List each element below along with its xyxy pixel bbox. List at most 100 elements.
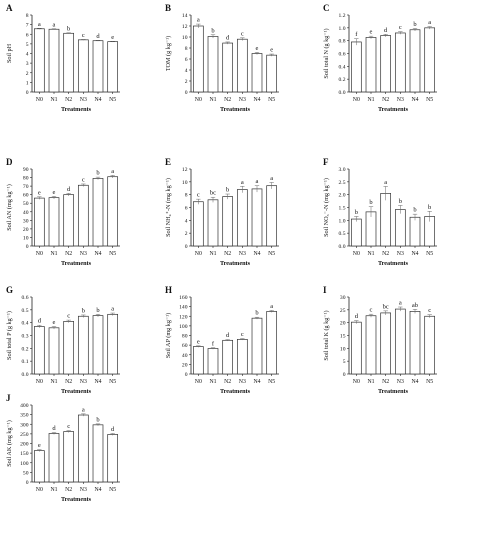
bar bbox=[192, 346, 204, 375]
x-tick-label: N5 bbox=[109, 97, 116, 103]
bar bbox=[350, 321, 362, 375]
y-tick-label: 8 bbox=[26, 13, 29, 19]
bar bbox=[33, 326, 45, 375]
x-tick-label: N2 bbox=[224, 251, 231, 257]
x-tick-label: N3 bbox=[80, 487, 87, 493]
x-tick-label: N2 bbox=[65, 487, 72, 493]
significance-letter: d bbox=[226, 332, 230, 339]
bar bbox=[236, 339, 248, 375]
bar bbox=[251, 53, 263, 93]
bar bbox=[236, 189, 248, 247]
significance-letter: d bbox=[38, 318, 42, 325]
y-axis-title: Soil NO₃⁻-N (mg kg⁻¹) bbox=[323, 178, 330, 237]
x-tick-label: N1 bbox=[209, 251, 216, 257]
y-tick-label: 90 bbox=[23, 167, 29, 173]
significance-letter: c bbox=[82, 32, 85, 39]
y-tick-label: 6 bbox=[185, 57, 188, 63]
significance-letter: a bbox=[53, 21, 56, 28]
x-tick-label: N1 bbox=[209, 379, 216, 385]
panel-label: J bbox=[6, 393, 11, 403]
x-tick-label: N0 bbox=[353, 379, 360, 385]
y-axis-title: Soil NH₄⁺-N (mg kg⁻¹) bbox=[165, 178, 172, 237]
bar bbox=[92, 315, 104, 375]
x-tick-label: N3 bbox=[80, 379, 87, 385]
significance-letter: c bbox=[241, 30, 244, 37]
bar bbox=[424, 315, 436, 375]
significance-letter: ab bbox=[412, 302, 418, 309]
bar bbox=[107, 313, 119, 375]
y-tick-label: 4 bbox=[185, 68, 188, 74]
y-tick-label: 2 bbox=[26, 71, 29, 77]
panel-label: G bbox=[6, 285, 13, 295]
bar bbox=[77, 39, 89, 93]
y-tick-label: 12 bbox=[182, 24, 188, 30]
y-axis-title: Soil total P (g kg⁻¹) bbox=[6, 311, 13, 360]
significance-letter: a bbox=[399, 300, 402, 307]
panel-e: E 0 2 4 6 8 10 12 Soil NH₄⁺-N (mg kg⁻¹) c N0 bc N1 b N… bbox=[165, 157, 279, 267]
bar bbox=[251, 188, 263, 247]
y-tick-label: 5 bbox=[343, 359, 346, 365]
y-tick-label: 0.5 bbox=[339, 231, 346, 237]
significance-letter: b bbox=[96, 170, 99, 177]
y-tick-label: 0.6 bbox=[339, 52, 346, 58]
bar bbox=[63, 431, 75, 483]
y-tick-label: 0.6 bbox=[22, 295, 29, 301]
x-tick-label: N5 bbox=[268, 251, 275, 257]
panel-h: H 0 20 40 60 80 100 120 140 160 Soil AP (mg kg⁻¹) e… bbox=[165, 285, 279, 395]
y-tick-label: 0.5 bbox=[22, 308, 29, 314]
significance-letter: f bbox=[212, 340, 215, 347]
y-tick-label: 3.0 bbox=[339, 167, 346, 173]
x-tick-label: N3 bbox=[397, 97, 404, 103]
x-tick-label: N0 bbox=[195, 251, 202, 257]
bar bbox=[48, 197, 60, 247]
y-tick-label: 250 bbox=[20, 432, 29, 438]
panel-label: H bbox=[165, 285, 172, 295]
x-tick-label: N2 bbox=[382, 379, 389, 385]
y-tick-label: 400 bbox=[20, 403, 29, 409]
x-tick-label: N3 bbox=[397, 251, 404, 257]
x-tick-label: N4 bbox=[94, 379, 101, 385]
x-axis-title: Treatments bbox=[378, 260, 409, 267]
bar bbox=[350, 218, 362, 247]
x-axis-title: Treatments bbox=[61, 388, 92, 395]
x-tick-label: N0 bbox=[353, 251, 360, 257]
bar bbox=[33, 28, 45, 93]
y-tick-label: 60 bbox=[182, 343, 188, 349]
x-tick-label: N5 bbox=[268, 379, 275, 385]
significance-letter: c bbox=[428, 307, 431, 314]
x-tick-label: N2 bbox=[65, 379, 72, 385]
panel-a: A 0 1 2 3 4 5 6 7 8 Soil pH a N0 a N1 b N2 c N3 d N4 e N5 Treat… bbox=[6, 3, 120, 113]
y-tick-label: 3 bbox=[26, 61, 29, 67]
bar bbox=[77, 184, 89, 247]
y-tick-label: 50 bbox=[23, 470, 29, 476]
y-tick-label: 0.1 bbox=[22, 359, 29, 365]
significance-letter: e bbox=[53, 189, 56, 196]
x-tick-label: N3 bbox=[239, 97, 246, 103]
bar bbox=[380, 312, 392, 375]
significance-letter: b bbox=[413, 21, 416, 28]
bar bbox=[92, 424, 104, 483]
y-tick-label: 0.2 bbox=[339, 77, 346, 83]
bar bbox=[207, 348, 219, 375]
x-tick-label: N5 bbox=[426, 251, 433, 257]
panel-label: I bbox=[323, 285, 327, 295]
significance-letter: a bbox=[270, 175, 273, 182]
y-tick-label: 7 bbox=[26, 23, 29, 29]
x-tick-label: N0 bbox=[195, 97, 202, 103]
x-axis-title: Treatments bbox=[61, 496, 92, 503]
y-tick-label: 160 bbox=[179, 295, 188, 301]
significance-letter: a bbox=[384, 179, 387, 186]
bar bbox=[424, 27, 436, 93]
bar bbox=[63, 194, 75, 247]
y-tick-label: 6 bbox=[185, 206, 188, 212]
y-axis-title: Soil AN (mg kg⁻¹) bbox=[6, 184, 13, 231]
bar bbox=[192, 25, 204, 93]
x-tick-label: N5 bbox=[109, 487, 116, 493]
y-axis-title: Soil total K (g kg⁻¹) bbox=[323, 310, 330, 360]
x-tick-label: N1 bbox=[50, 251, 57, 257]
significance-letter: d bbox=[226, 34, 230, 41]
y-tick-label: 1.5 bbox=[339, 206, 346, 212]
panel-label: C bbox=[323, 3, 330, 13]
x-tick-label: N4 bbox=[253, 97, 260, 103]
